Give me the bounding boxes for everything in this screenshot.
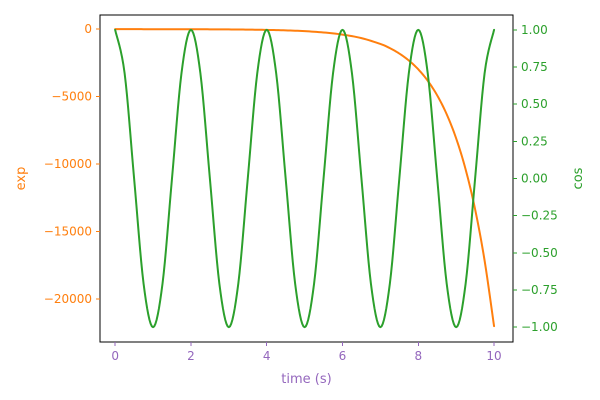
x-tick-label: 0: [111, 349, 119, 363]
x-tick-label: 4: [263, 349, 271, 363]
x-tick-label: 10: [486, 349, 501, 363]
y-left-tick-label: 0: [84, 22, 92, 36]
axes: 0 2 4 6 8 10 0 −5000 −10000 −15000 −20000 1.00 0.75 0…: [14, 14, 586, 387]
y-left-tick-label: −20000: [44, 292, 92, 306]
x-tick-label: 8: [414, 349, 422, 363]
y-right-tick-label: −0.25: [521, 209, 558, 223]
x-tick-label: 2: [187, 349, 195, 363]
y-right-tick-label: 0.00: [521, 172, 548, 186]
y-right-axis-label: cos: [571, 167, 586, 189]
y-right-tick-label: −0.50: [521, 246, 558, 260]
x-tick-label: 6: [339, 349, 347, 363]
y-right-tick-label: 0.50: [521, 97, 548, 111]
x-axis-label: time (s): [281, 372, 331, 387]
y-right-tick-label: −0.75: [521, 283, 558, 297]
plot-area: [114, 28, 496, 329]
y-left-tick-label: −5000: [51, 90, 92, 104]
y-right-tick-label: 1.00: [521, 23, 548, 37]
y-left-tick-label: −10000: [44, 157, 92, 171]
y-left-tick-label: −15000: [44, 224, 92, 238]
y-right-tick-label: 0.75: [521, 60, 548, 74]
cos-series-line: [114, 28, 496, 329]
exp-series-line: [114, 28, 496, 328]
y-right-tick-label: −1.00: [521, 320, 558, 334]
y-right-tick-label: 0.25: [521, 134, 548, 148]
y-left-axis-label: exp: [14, 167, 29, 191]
